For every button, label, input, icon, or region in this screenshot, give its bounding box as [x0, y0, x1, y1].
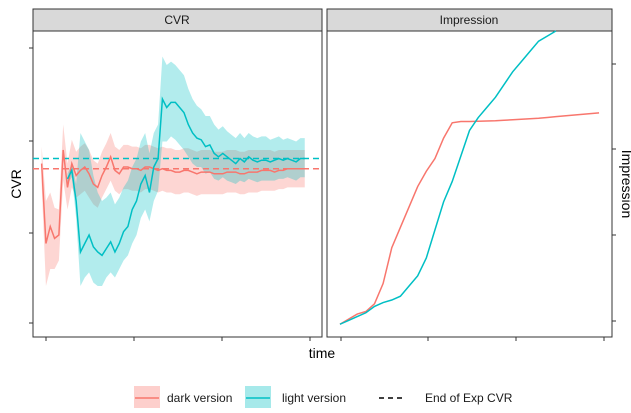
- cvr-panel-title: CVR: [164, 13, 190, 27]
- axis-ticks: [29, 47, 616, 341]
- impression-line-dark: [339, 112, 600, 325]
- cvr-plot-area: [33, 56, 322, 286]
- legend-label-light: light version: [282, 391, 346, 405]
- legend-swatch-light-fill: [245, 386, 271, 409]
- y-axis-label-left: CVR: [8, 169, 24, 199]
- impression-plot-area: [339, 30, 600, 325]
- impression-panel-title: Impression: [440, 13, 499, 27]
- cvr-panel-frame: [32, 30, 323, 338]
- legend-swatch-dark-fill: [134, 386, 160, 409]
- impression-panel-frame: [326, 30, 613, 338]
- legend-label-dark: dark version: [167, 391, 232, 405]
- legend-label-end-of-exp: End of Exp CVR: [425, 391, 513, 405]
- legend: dark version light version End of Exp CV…: [134, 386, 513, 409]
- cvr-line-dark: [40, 149, 305, 244]
- impression-line-light: [339, 30, 557, 325]
- x-axis-label: time: [309, 345, 336, 361]
- cvr-line-light: [66, 96, 305, 257]
- y-axis-label-right: Impression: [619, 150, 631, 218]
